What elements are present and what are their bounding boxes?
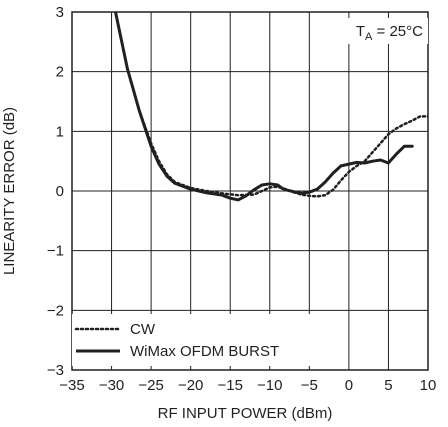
y-tick-label: 1 [56, 123, 64, 140]
y-tick-label: 0 [56, 183, 64, 200]
legend-wimax-label: WiMax OFDM BURST [130, 343, 279, 360]
x-tick-label: 0 [345, 377, 353, 394]
annotation-subscript: A [365, 31, 373, 43]
y-tick-label: −1 [47, 243, 64, 260]
x-axis-title: RF INPUT POWER (dBm) [158, 405, 333, 422]
wimax-series-line [114, 12, 414, 202]
temperature-annotation: TA = 25°C [344, 18, 428, 44]
y-tick-label: −3 [47, 362, 64, 379]
x-tick-label: −20 [178, 377, 203, 394]
plot-frame [71, 11, 429, 371]
annotation-suffix: = 25°C [372, 23, 423, 40]
x-tick-label: 10 [420, 377, 437, 394]
annotation-prefix: T [356, 23, 365, 40]
x-tick-label: 5 [384, 377, 392, 394]
x-tick-label: −15 [217, 377, 242, 394]
series-lines [114, 12, 428, 202]
temperature-annotation-text: TA = 25°C [356, 23, 423, 43]
x-tick-label: −25 [138, 377, 163, 394]
x-tick-label: −30 [99, 377, 124, 394]
legend: CW WiMax OFDM BURST [72, 314, 310, 366]
legend-cw-label: CW [130, 321, 156, 338]
y-tick-label: 3 [56, 4, 64, 21]
plot-border [71, 11, 429, 371]
y-axis-title: LINEARITY ERROR (dB) [1, 107, 18, 275]
y-tick-label: 2 [56, 64, 64, 81]
x-tick-label: −35 [59, 377, 84, 394]
x-tick-label: −5 [301, 377, 318, 394]
annotation-background [344, 18, 428, 44]
y-tick-label: −2 [47, 302, 64, 319]
legend-background [72, 314, 310, 366]
x-tick-label: −10 [257, 377, 282, 394]
